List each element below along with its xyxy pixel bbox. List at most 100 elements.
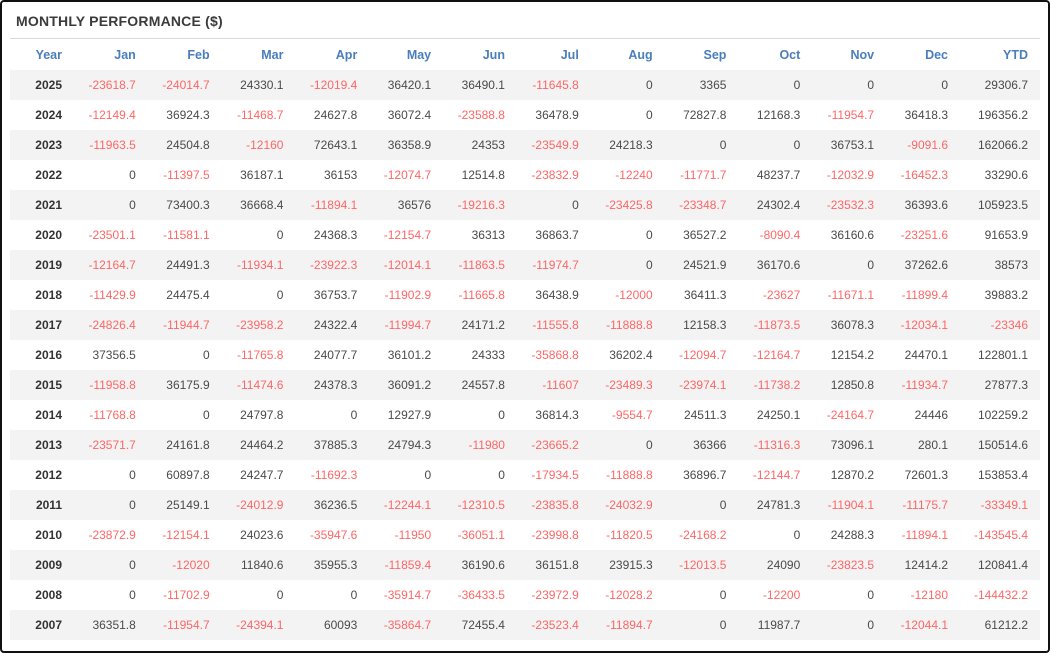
value-cell: -23972.9 — [531, 588, 579, 602]
value-cell: -24394.1 — [236, 618, 284, 632]
value-cell: 36078.3 — [830, 318, 875, 332]
value-cell: 91653.9 — [984, 228, 1028, 242]
value-cell: 36411.3 — [683, 288, 727, 302]
value-cell: -23974.1 — [679, 378, 727, 392]
value-cell: 37885.3 — [313, 438, 358, 452]
value-cell: -11645.8 — [532, 78, 579, 92]
value-cell: -144432.2 — [973, 588, 1028, 602]
value-cell: 36668.4 — [240, 198, 284, 212]
table-row-2011: 2011 0 25149.1 -24012.9 36236.5 -12244.1 -1231… — [10, 490, 1040, 520]
value-cell: -35914.7 — [383, 588, 432, 602]
value-cell: -12000 — [615, 288, 653, 302]
value-cell: 24302.4 — [756, 198, 801, 212]
year-cell: 2020 — [35, 228, 62, 242]
value-cell: 24247.7 — [240, 468, 284, 482]
value-cell: -11771.7 — [679, 168, 727, 182]
value-cell: 0 — [867, 258, 875, 272]
value-cell: -11894.1 — [901, 528, 948, 542]
year-cell: 2025 — [35, 78, 62, 92]
year-cell: 2011 — [35, 498, 62, 512]
value-cell: 36091.2 — [387, 378, 432, 392]
value-cell: -11954.7 — [163, 618, 210, 632]
value-cell: -23501.1 — [88, 228, 136, 242]
year-cell: 2013 — [35, 438, 62, 452]
value-cell: -11429.9 — [89, 288, 136, 302]
value-cell: -23665.2 — [531, 438, 579, 452]
table-row-2024: 2024 -12149.4 36924.3 -11468.7 24627.8 36072.… — [10, 100, 1040, 130]
value-cell: -11665.8 — [458, 288, 505, 302]
table-row-2019: 2019 -12164.7 24491.3 -11934.1 -23922.3 -1201… — [10, 250, 1040, 280]
value-cell: 0 — [129, 168, 136, 182]
value-cell: -23348.7 — [679, 198, 727, 212]
value-cell: 24288.3 — [830, 528, 875, 542]
value-cell: -16452.3 — [900, 168, 948, 182]
year-cell: 2021 — [35, 198, 62, 212]
value-cell: -12240 — [615, 168, 653, 182]
value-cell: 36313 — [471, 228, 505, 242]
value-cell: 24504.8 — [166, 138, 210, 152]
value-cell: -24014.7 — [162, 78, 210, 92]
value-cell: 0 — [129, 588, 136, 602]
value-cell: 12158.3 — [683, 318, 727, 332]
value-cell: -11671.1 — [827, 288, 875, 302]
value-cell: -12020 — [172, 558, 210, 572]
value-cell: -23346 — [990, 318, 1028, 332]
value-cell: 36863.7 — [535, 228, 579, 242]
value-cell: 0 — [645, 258, 653, 272]
value-cell: -35864.7 — [383, 618, 432, 632]
value-cell: -11555.8 — [532, 318, 579, 332]
value-cell: 0 — [867, 618, 875, 632]
value-cell: -12154.1 — [162, 528, 210, 542]
value-cell: 24521.9 — [683, 258, 727, 272]
value-cell: 24171.2 — [461, 318, 505, 332]
value-cell: 0 — [719, 618, 727, 632]
value-cell: 0 — [202, 408, 210, 422]
value-cell: 36896.7 — [683, 468, 727, 482]
value-cell: -11397.5 — [163, 168, 210, 182]
value-cell: 72455.4 — [461, 618, 505, 632]
value-cell: 0 — [129, 468, 136, 482]
value-cell: 36753.1 — [830, 138, 875, 152]
table-row-2007: 2007 36351.8 -11954.7 -24394.1 60093 -35864.7… — [10, 610, 1040, 640]
value-cell: 0 — [498, 408, 505, 422]
value-cell: -24012.9 — [236, 498, 284, 512]
value-cell: 24511.3 — [683, 408, 727, 422]
value-cell: 0 — [793, 138, 801, 152]
value-cell: 27877.3 — [984, 378, 1028, 392]
value-cell: 105923.5 — [977, 198, 1028, 212]
value-cell: -12164.7 — [88, 258, 136, 272]
value-cell: -23835.8 — [531, 498, 579, 512]
column-header-mar: Mar — [261, 48, 284, 62]
value-cell: -9091.6 — [907, 138, 948, 152]
value-cell: -11581.1 — [163, 228, 210, 242]
value-cell: 37356.5 — [92, 348, 136, 362]
year-cell: 2007 — [35, 618, 62, 632]
value-cell: 73096.1 — [830, 438, 875, 452]
value-cell: -11954.7 — [827, 108, 875, 122]
value-cell: -35868.8 — [531, 348, 579, 362]
value-cell: 36351.8 — [92, 618, 136, 632]
value-cell: -23618.7 — [88, 78, 136, 92]
column-header-oct: Oct — [779, 48, 801, 62]
year-cell: 2019 — [35, 258, 62, 272]
value-cell: 0 — [424, 468, 432, 482]
value-cell: -11738.2 — [753, 378, 801, 392]
value-cell: 0 — [572, 198, 579, 212]
column-header-dec: Dec — [925, 48, 948, 62]
value-cell: 12414.2 — [904, 558, 948, 572]
value-cell: 0 — [276, 588, 284, 602]
value-cell: 24794.3 — [387, 438, 432, 452]
value-cell: -23251.6 — [900, 228, 948, 242]
value-cell: -33349.1 — [980, 498, 1028, 512]
value-cell: 60093 — [323, 618, 358, 632]
panel-title-bar: MONTHLY PERFORMANCE ($) — [10, 2, 1040, 39]
value-cell: 0 — [793, 528, 801, 542]
column-header-aug: Aug — [628, 48, 653, 62]
value-cell: 36236.5 — [313, 498, 358, 512]
value-cell: -11944.7 — [163, 318, 210, 332]
value-cell: 36576 — [397, 198, 432, 212]
value-cell: 36190.6 — [461, 558, 505, 572]
value-cell: 0 — [350, 588, 358, 602]
value-cell: 72601.3 — [904, 468, 948, 482]
value-cell: 36420.1 — [387, 78, 432, 92]
